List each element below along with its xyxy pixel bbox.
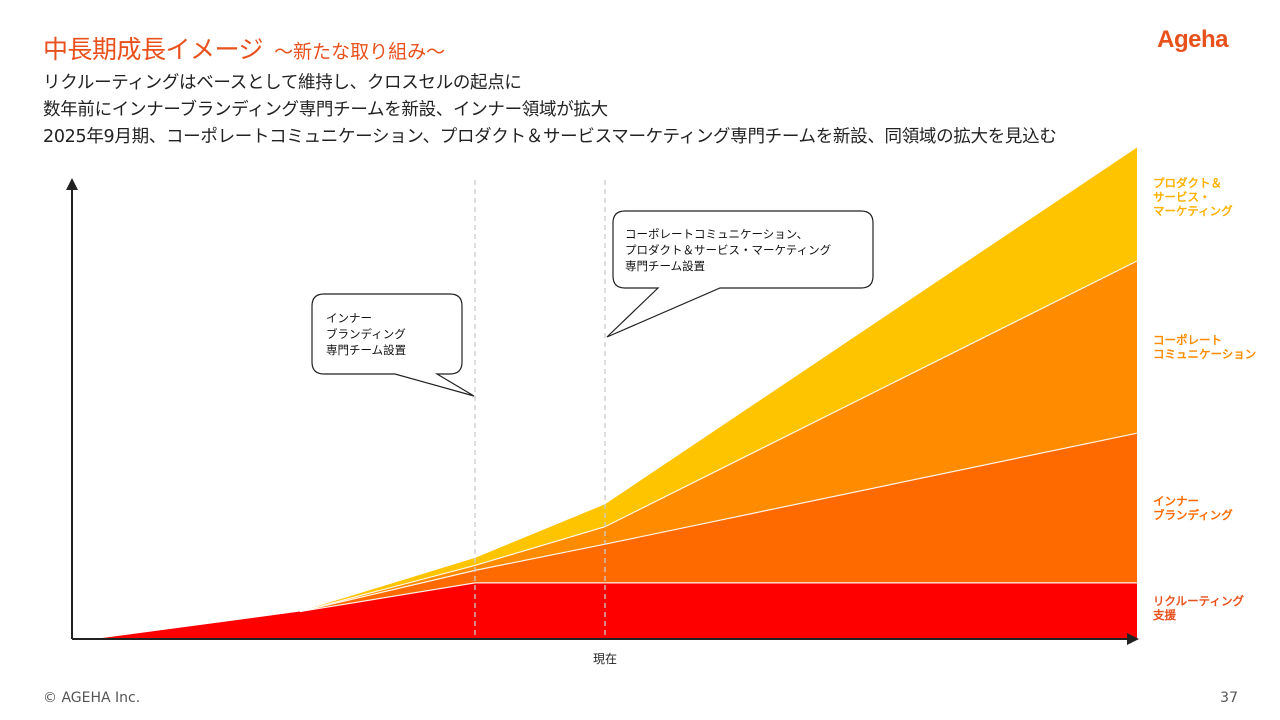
title-row: 中長期成長イメージ ～新たな取り組み～ [43, 30, 445, 66]
area-series-3 [95, 261, 1137, 639]
legend-label-line: サービス・ [1153, 190, 1211, 204]
legend-label-2: インナーブランディング [1153, 494, 1233, 522]
callout-text-line: インナー [326, 311, 372, 325]
callout-text: コーポレートコミュニケーション、プロダクト＆サービス・マーケティング専門チーム設… [625, 227, 832, 273]
page-number: 37 [1220, 690, 1238, 706]
description-line: 2025年9月期、コーポレートコミュニケーション、プロダクト＆サービスマーケティ… [43, 127, 1057, 147]
callout-bubble [311, 293, 475, 397]
area-series-1 [95, 582, 1137, 639]
legend-label-line: マーケティング [1153, 204, 1233, 218]
callout-text-line: 専門チーム設置 [625, 259, 705, 273]
description-line: 数年前にインナーブランディング専門チームを新設、インナー領域が拡大 [43, 100, 608, 120]
y-axis-arrow [66, 178, 78, 190]
series-boundary-3 [299, 260, 1138, 613]
page-subtitle: ～新たな取り組み～ [274, 41, 446, 63]
page-title: 中長期成長イメージ [43, 35, 264, 64]
copyright: © AGEHA Inc. [43, 690, 141, 706]
x-axis-arrow [1127, 633, 1139, 645]
callout-text-line: ブランディング [326, 327, 406, 341]
callout-bubble [606, 210, 874, 338]
legend-label-line: リクルーティング [1153, 594, 1244, 608]
legend-label-line: プロダクト＆ [1153, 176, 1222, 190]
callout-text-line: 専門チーム設置 [326, 343, 406, 357]
description-line: リクルーティングはベースとして維持し、クロスセルの起点に [43, 73, 522, 93]
legend-label-4: プロダクト＆サービス・マーケティング [1153, 176, 1233, 218]
series-boundary-2 [299, 432, 1138, 613]
callout-text-line: プロダクト＆サービス・マーケティング [625, 243, 832, 257]
series-boundary-1 [299, 582, 1137, 613]
description: リクルーティングはベースとして維持し、クロスセルの起点に 数年前にインナーブラン… [43, 70, 1057, 151]
legend-label-line: コーポレート [1153, 333, 1222, 347]
legend-label-1: リクルーティング支援 [1152, 594, 1244, 622]
logo: Ageha [1157, 26, 1228, 53]
area-series-2 [95, 433, 1137, 639]
callout-2: コーポレートコミュニケーション、プロダクト＆サービス・マーケティング専門チーム設… [606, 210, 874, 338]
callout-text-line: コーポレートコミュニケーション、 [625, 227, 808, 241]
callout-1: インナーブランディング専門チーム設置 [311, 293, 475, 397]
x-tick-label: 現在 [593, 652, 617, 666]
legend-label-line: コミュニケーション [1153, 347, 1256, 361]
legend-label-line: ブランディング [1153, 508, 1233, 522]
legend-label-line: 支援 [1152, 608, 1176, 622]
callout-text: インナーブランディング専門チーム設置 [326, 311, 406, 357]
legend-label-line: インナー [1153, 494, 1199, 508]
legend-label-3: コーポレートコミュニケーション [1153, 333, 1256, 361]
